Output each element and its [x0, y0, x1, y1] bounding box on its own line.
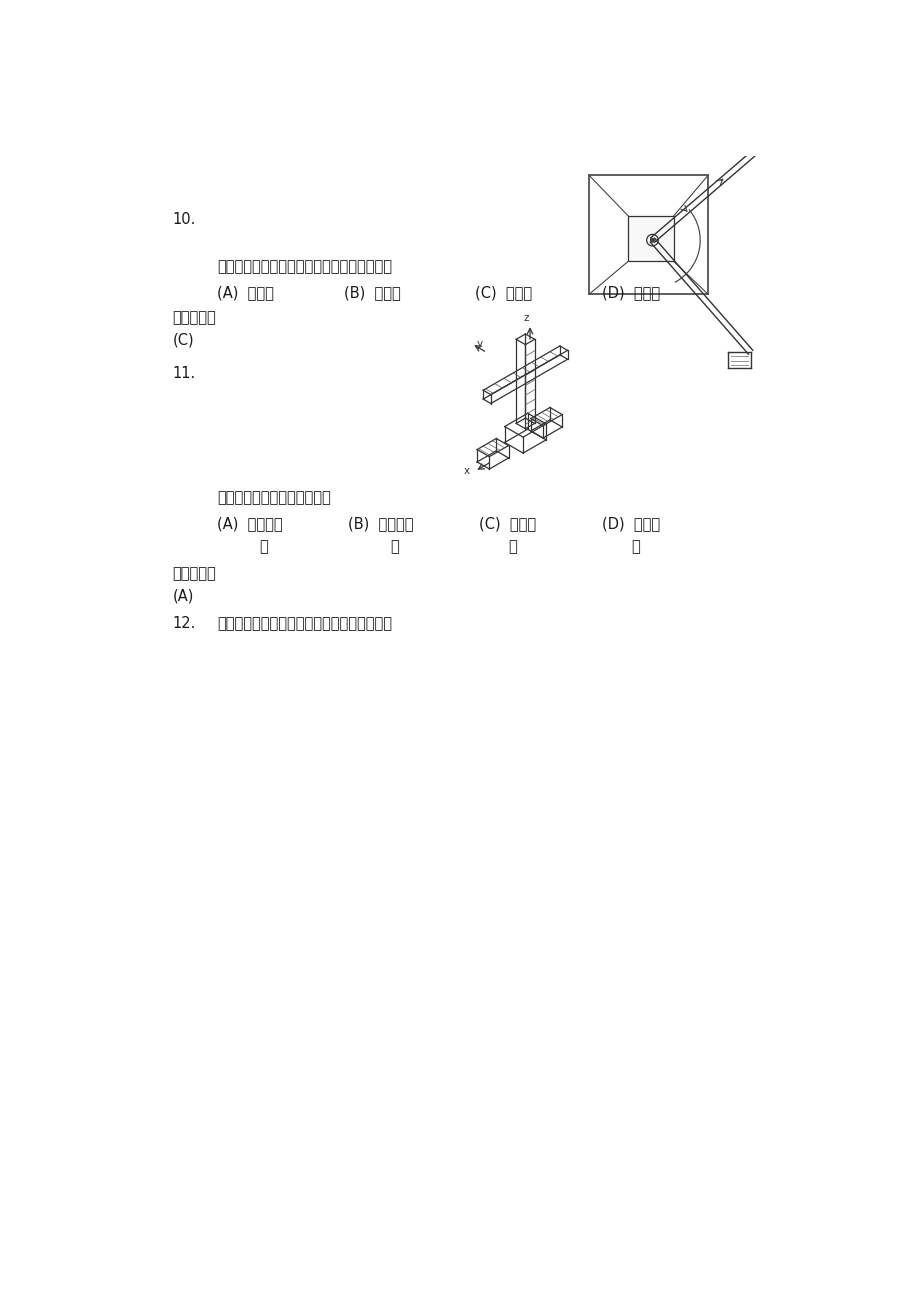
Text: 参考答案：: 参考答案：	[173, 566, 216, 581]
Text: 下图所示的机身和臂部的配置型式属于（）。: 下图所示的机身和臂部的配置型式属于（）。	[217, 259, 392, 275]
Text: 型: 型	[391, 539, 399, 553]
Text: 参考答案：: 参考答案：	[173, 310, 216, 326]
Text: (B)  圆柱坐标: (B) 圆柱坐标	[348, 516, 414, 531]
Circle shape	[650, 238, 653, 242]
Bar	[628, 216, 673, 262]
Text: y: y	[476, 339, 482, 349]
Text: (A): (A)	[173, 589, 194, 604]
Text: (C): (C)	[173, 332, 194, 348]
Text: 型: 型	[259, 539, 268, 553]
Text: (C)  极坐标: (C) 极坐标	[479, 516, 536, 531]
Text: (A)  直角坐标: (A) 直角坐标	[217, 516, 283, 531]
Bar	[588, 174, 708, 294]
Text: 12.: 12.	[173, 616, 196, 631]
Text: 10.: 10.	[173, 212, 196, 227]
Text: 下图所示的机器人属于（）。: 下图所示的机器人属于（）。	[217, 491, 331, 505]
Text: (A)  横梁式: (A) 横梁式	[217, 285, 274, 299]
Text: 型: 型	[508, 539, 516, 553]
Text: (C)  机座式: (C) 机座式	[475, 285, 532, 299]
Text: (D)  屈伸式: (D) 屈伸式	[602, 285, 660, 299]
Text: 11.: 11.	[173, 366, 196, 380]
Text: z: z	[523, 314, 528, 323]
Text: x: x	[463, 466, 470, 477]
Text: 下图所示的机身和臂部的配置型式属于（）。: 下图所示的机身和臂部的配置型式属于（）。	[217, 616, 392, 631]
Text: (B)  立柱式: (B) 立柱式	[344, 285, 401, 299]
Text: 型: 型	[631, 539, 640, 553]
Text: (D)  多关节: (D) 多关节	[602, 516, 660, 531]
